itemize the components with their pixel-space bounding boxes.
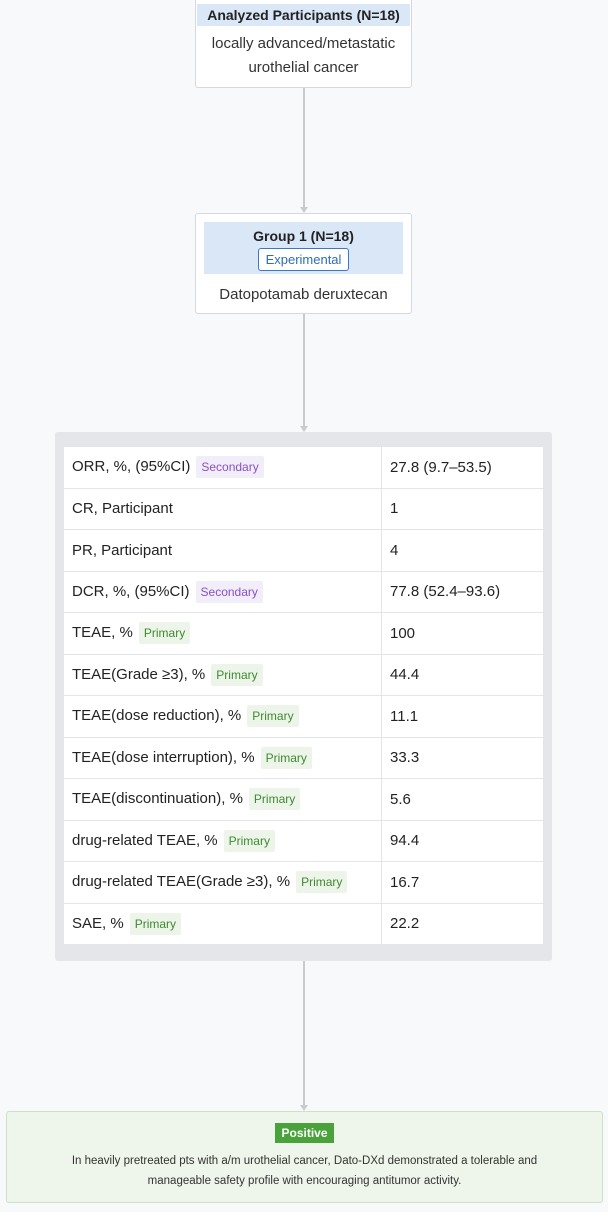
- results-row: PR, Participant 4: [64, 530, 544, 572]
- outcome-label-cell: DCR, %, (95%CI) Secondary: [64, 571, 382, 613]
- results-row: TEAE(dose reduction), % Primary 11.1: [64, 696, 544, 738]
- positive-badge: Positive: [275, 1123, 333, 1143]
- outcome-value: 94.4: [382, 820, 544, 862]
- endpoint-tag: Primary: [130, 913, 181, 935]
- results-row: DCR, %, (95%CI) Secondary 77.8 (52.4–93.6): [64, 571, 544, 613]
- results-row: drug-related TEAE, % Primary 94.4: [64, 820, 544, 862]
- outcome-label-cell: TEAE(dose reduction), % Primary: [64, 696, 382, 738]
- endpoint-tag: Secondary: [196, 581, 263, 603]
- outcome-label: TEAE, %: [72, 624, 133, 641]
- conclusion-text: In heavily pretreated pts with a/m uroth…: [47, 1151, 562, 1191]
- results-row: TEAE, % Primary 100: [64, 613, 544, 655]
- results-row: CR, Participant 1: [64, 488, 544, 530]
- results-row: ORR, %, (95%CI) Secondary 27.8 (9.7–53.5): [64, 447, 544, 489]
- outcome-value: 44.4: [382, 654, 544, 696]
- outcome-label: TEAE(dose reduction), %: [72, 707, 241, 724]
- results-table: ORR, %, (95%CI)Secondary27.8 (9.7–53.5)C…: [63, 446, 544, 945]
- connector-group-to-results: [303, 314, 305, 426]
- group-header: Group 1 (N=18) Experimental: [204, 222, 403, 274]
- outcome-value: 100: [382, 613, 544, 655]
- outcome-label: ORR, %, (95%CI): [72, 458, 190, 475]
- outcome-label-cell: drug-related TEAE(Grade ≥3), % Primary: [64, 862, 382, 904]
- outcome-label: TEAE(dose interruption), %: [72, 749, 255, 766]
- results-row: TEAE(discontinuation), % Primary 5.6: [64, 779, 544, 821]
- outcome-label: DCR, %, (95%CI): [72, 583, 190, 600]
- outcome-label-cell: TEAE(dose interruption), % Primary: [64, 737, 382, 779]
- group-title: Group 1 (N=18): [204, 226, 403, 246]
- outcome-label-cell: TEAE, % Primary: [64, 613, 382, 655]
- outcome-label: drug-related TEAE(Grade ≥3), %: [72, 873, 290, 890]
- results-row: drug-related TEAE(Grade ≥3), % Primary 16.…: [64, 862, 544, 904]
- participants-box: Analyzed Participants (N=18) locally adv…: [195, 0, 412, 88]
- endpoint-tag: Secondary: [196, 456, 263, 478]
- endpoint-tag: Primary: [139, 622, 190, 644]
- outcome-value: 16.7: [382, 862, 544, 904]
- outcome-value: 11.1: [382, 696, 544, 738]
- participants-header: Analyzed Participants (N=18): [197, 4, 410, 26]
- outcome-label: drug-related TEAE, %: [72, 832, 218, 849]
- endpoint-tag: Primary: [247, 705, 298, 727]
- results-panel: ORR, %, (95%CI)Secondary27.8 (9.7–53.5)C…: [55, 432, 552, 961]
- outcome-label-cell: TEAE(Grade ≥3), % Primary: [64, 654, 382, 696]
- conclusion-box: Positive In heavily pretreated pts with …: [6, 1111, 603, 1203]
- endpoint-tag: Primary: [211, 664, 262, 686]
- intervention-name: Datopotamab deruxtecan: [204, 286, 403, 303]
- outcome-value: 4: [382, 530, 544, 572]
- outcome-label-cell: TEAE(discontinuation), % Primary: [64, 779, 382, 821]
- outcome-label: PR, Participant: [72, 542, 172, 559]
- outcome-label-cell: ORR, %, (95%CI) Secondary: [64, 447, 382, 489]
- outcome-label-cell: drug-related TEAE, % Primary: [64, 820, 382, 862]
- results-row: TEAE(Grade ≥3), % Primary 44.4: [64, 654, 544, 696]
- outcome-label-cell: SAE, % Primary: [64, 903, 382, 945]
- group-box: Group 1 (N=18) Experimental Datopotamab …: [195, 213, 412, 314]
- connector-participants-to-group: [303, 88, 305, 208]
- outcome-label: SAE, %: [72, 915, 124, 932]
- endpoint-tag: Primary: [224, 830, 275, 852]
- outcome-value: 27.8 (9.7–53.5): [382, 447, 544, 489]
- outcome-value: 77.8 (52.4–93.6): [382, 571, 544, 613]
- endpoint-tag: Primary: [296, 871, 347, 893]
- results-row: SAE, % Primary 22.2: [64, 903, 544, 945]
- arm-type-badge: Experimental: [258, 248, 350, 271]
- outcome-label: TEAE(Grade ≥3), %: [72, 666, 205, 683]
- results-row: TEAE(dose interruption), % Primary 33.3: [64, 737, 544, 779]
- participants-description: locally advanced/metastatic urothelial c…: [196, 32, 411, 80]
- endpoint-tag: Primary: [261, 747, 312, 769]
- outcome-label: TEAE(discontinuation), %: [72, 790, 243, 807]
- outcome-label-cell: PR, Participant: [64, 530, 382, 572]
- outcome-value: 1: [382, 488, 544, 530]
- endpoint-tag: Primary: [249, 788, 300, 810]
- outcome-label: CR, Participant: [72, 500, 173, 517]
- outcome-value: 33.3: [382, 737, 544, 779]
- outcome-value: 5.6: [382, 779, 544, 821]
- outcome-value: 22.2: [382, 903, 544, 945]
- outcome-label-cell: CR, Participant: [64, 488, 382, 530]
- connector-results-to-conclusion: [303, 961, 305, 1105]
